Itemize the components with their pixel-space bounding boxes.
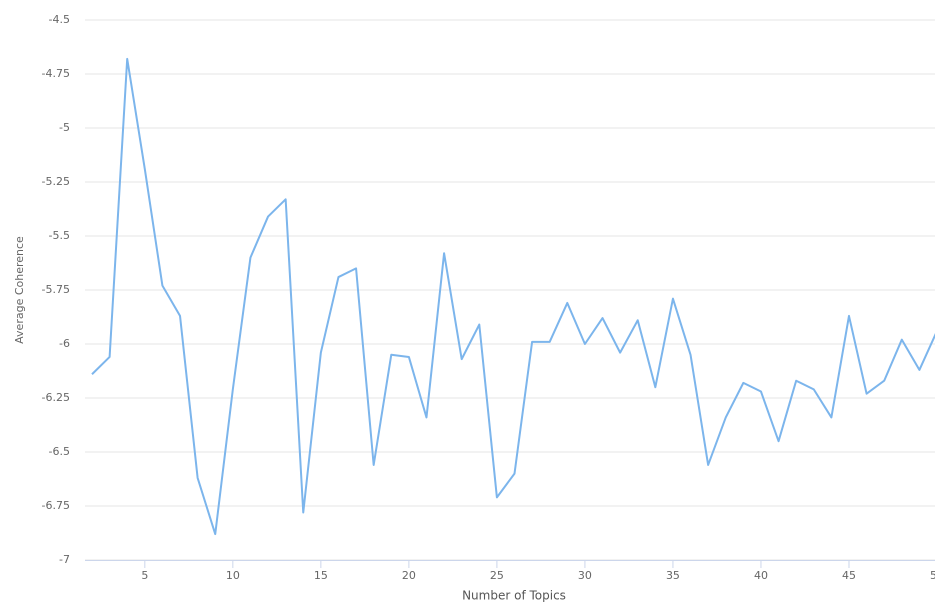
x-tick-label: 25 (490, 569, 504, 582)
y-tick-label: -5.5 (49, 229, 70, 242)
x-tick-label: 20 (402, 569, 416, 582)
x-tick-label: 40 (754, 569, 768, 582)
y-tick-label: -6 (59, 337, 70, 350)
y-tick-label: -6.25 (42, 391, 70, 404)
x-tick-label: 15 (314, 569, 328, 582)
y-tick-label: -6.75 (42, 499, 70, 512)
y-tick-label: -5.25 (42, 175, 70, 188)
line (91, 57, 935, 536)
x-tick-label: 5 (141, 569, 148, 582)
x-tick-label: 50 (930, 569, 935, 582)
y-tick-label: -5.75 (42, 283, 70, 296)
y-tick-label: -6.5 (49, 445, 70, 458)
y-tick-label: -7 (59, 553, 70, 566)
y-axis-title: Average Coherence (13, 236, 26, 344)
x-tick-label: 45 (842, 569, 856, 582)
x-tick-label: 10 (226, 569, 240, 582)
x-tick-label: 35 (666, 569, 680, 582)
y-tick-label: -4.75 (42, 67, 70, 80)
x-tick-label: 30 (578, 569, 592, 582)
y-tick-label: -5 (59, 121, 70, 134)
x-axis-title: Number of Topics (462, 589, 566, 602)
y-tick-label: -4.5 (49, 13, 70, 26)
